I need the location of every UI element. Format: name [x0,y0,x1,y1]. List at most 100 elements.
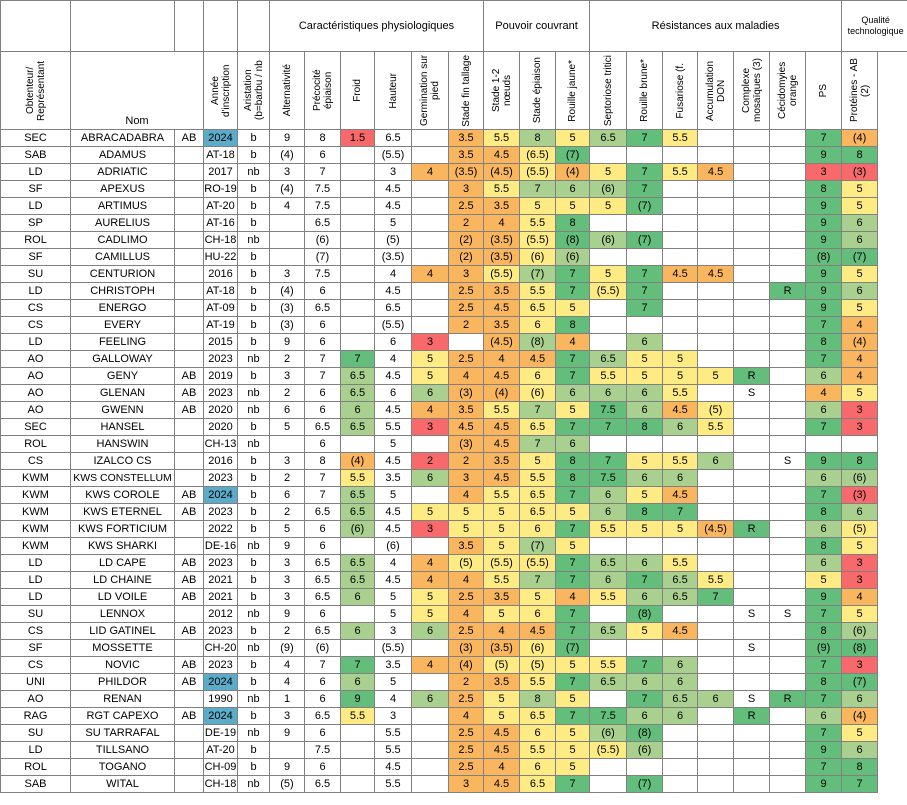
cell-precocite[interactable]: 6 [304,758,341,776]
cell-aristation[interactable]: b [237,452,270,470]
cell-accumulation-don[interactable] [697,384,735,402]
cell-hauteur[interactable]: 6 [374,384,412,402]
cell-stade-1-2-noeuds[interactable]: (4.5) [483,163,521,181]
cell-ps[interactable]: 6 [805,469,843,487]
cell-hauteur[interactable]: 4 [374,554,412,572]
cell-precocite[interactable]: 6.5 [304,588,341,606]
cell-septoriose[interactable]: 5 [589,163,628,181]
cell-ab[interactable] [174,537,204,555]
cell-precocite[interactable]: 7 [304,486,341,504]
cell-hauteur[interactable]: 4.5 [374,180,412,198]
cell-stade-fin-tallage[interactable]: 2.5 [447,622,485,640]
cell-cecidomyies[interactable] [769,571,807,589]
cell-proteines[interactable]: 3 [841,656,879,674]
cell-fusariose[interactable]: 5 [662,520,699,538]
cell-obtenteur[interactable]: CS [0,316,71,334]
cell-nom[interactable]: ENERGO [70,299,175,317]
cell-stade-1-2-noeuds[interactable]: (3.5) [483,639,521,657]
cell-complexe-mosaiques[interactable] [733,452,771,470]
cell-proteines[interactable]: (4) [841,333,879,351]
cell-ab[interactable] [174,350,204,368]
cell-stade-epiaison[interactable]: 6 [519,605,557,623]
cell-ab[interactable] [174,435,204,453]
cell-stade-1-2-noeuds[interactable]: 3.5 [483,197,521,215]
cell-rouille-brune[interactable] [626,758,664,776]
cell-annee[interactable]: 2024 [203,129,238,147]
cell-nom[interactable]: MOSSETTE [70,639,175,657]
cell-germination[interactable]: 5 [411,367,449,385]
cell-stade-epiaison[interactable]: (5.5) [519,163,557,181]
cell-cecidomyies[interactable] [769,486,807,504]
cell-stade-epiaison[interactable]: 5 [519,197,557,215]
cell-hauteur[interactable]: 4 [374,265,412,283]
cell-aristation[interactable]: nb [237,350,270,368]
cell-accumulation-don[interactable] [697,707,735,725]
cell-hauteur[interactable]: 4.5 [374,571,412,589]
cell-cecidomyies[interactable] [769,775,807,793]
cell-precocite[interactable]: 7 [304,469,341,487]
cell-froid[interactable] [340,435,375,453]
cell-ps[interactable]: 9 [805,231,843,249]
cell-obtenteur[interactable]: LD [0,282,71,300]
cell-nom[interactable]: FEELING [70,333,175,351]
cell-ab[interactable] [174,758,204,776]
cell-ps[interactable]: 7 [805,316,843,334]
cell-rouille-brune[interactable]: 6 [626,588,664,606]
cell-stade-epiaison[interactable]: 4.5 [519,350,557,368]
cell-nom[interactable]: KWS COROLE [70,486,175,504]
cell-precocite[interactable]: 6.5 [304,622,341,640]
cell-stade-epiaison[interactable]: 7 [519,571,557,589]
cell-stade-fin-tallage[interactable] [447,333,485,351]
cell-rouille-jaune[interactable]: 5 [555,741,591,759]
cell-accumulation-don[interactable] [697,197,735,215]
cell-stade-fin-tallage[interactable]: 2 [447,673,485,691]
cell-cecidomyies[interactable] [769,758,807,776]
cell-rouille-jaune[interactable]: 6 [555,435,591,453]
cell-stade-fin-tallage[interactable]: (3) [447,639,485,657]
cell-accumulation-don[interactable] [697,129,735,147]
cell-stade-1-2-noeuds[interactable]: 4.5 [483,469,521,487]
cell-annee[interactable]: 2020 [203,418,238,436]
cell-annee[interactable]: AT-16 [203,214,238,232]
cell-stade-1-2-noeuds[interactable]: 4.5 [483,741,521,759]
cell-stade-1-2-noeuds[interactable]: 4 [483,214,521,232]
cell-annee[interactable]: 2024 [203,707,238,725]
cell-germination[interactable]: 3 [411,333,449,351]
cell-stade-1-2-noeuds[interactable]: 4 [483,622,521,640]
cell-rouille-brune[interactable]: 5 [626,622,664,640]
cell-cecidomyies[interactable]: R [769,690,807,708]
cell-rouille-jaune[interactable]: 6 [555,384,591,402]
cell-precocite[interactable]: (6) [304,231,341,249]
cell-cecidomyies[interactable] [769,214,807,232]
cell-alternativite[interactable]: (4) [269,146,305,164]
cell-germination[interactable]: 3 [411,418,449,436]
cell-complexe-mosaiques[interactable] [733,146,771,164]
cell-germination[interactable] [411,299,449,317]
cell-complexe-mosaiques[interactable] [733,741,771,759]
cell-proteines[interactable]: (6) [841,622,879,640]
cell-alternativite[interactable]: 2 [269,622,305,640]
cell-precocite[interactable]: 7.5 [304,265,341,283]
cell-proteines[interactable]: (4) [841,129,879,147]
cell-stade-fin-tallage[interactable]: 2.5 [447,282,485,300]
cell-ps[interactable]: 9 [805,299,843,317]
cell-rouille-brune[interactable]: 7 [626,571,664,589]
cell-stade-epiaison[interactable]: 6.5 [519,503,557,521]
cell-hauteur[interactable]: 6.5 [374,129,412,147]
cell-accumulation-don[interactable]: (4.5) [697,520,735,538]
cell-rouille-brune[interactable]: (6) [626,741,664,759]
cell-annee[interactable]: 2015 [203,333,238,351]
cell-cecidomyies[interactable] [769,520,807,538]
cell-precocite[interactable]: 6.5 [304,554,341,572]
cell-stade-1-2-noeuds[interactable]: 5 [483,707,521,725]
cell-ab[interactable] [174,520,204,538]
cell-ps[interactable]: 8 [805,180,843,198]
cell-aristation[interactable]: b [237,146,270,164]
cell-septoriose[interactable]: 5 [589,265,628,283]
cell-annee[interactable]: 2019 [203,367,238,385]
cell-hauteur[interactable]: (5.5) [374,146,412,164]
cell-precocite[interactable]: (6) [304,639,341,657]
cell-stade-epiaison[interactable]: (5.5) [519,554,557,572]
cell-ab[interactable]: AB [174,367,204,385]
cell-obtenteur[interactable]: SP [0,214,71,232]
